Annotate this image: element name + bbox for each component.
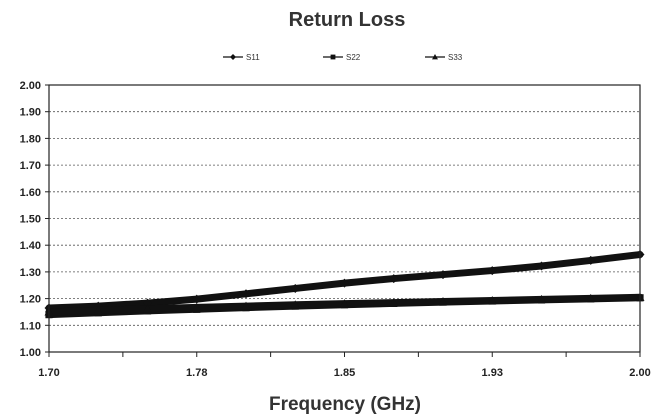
legend-label: S11 bbox=[246, 53, 260, 62]
x-tick-label: 1.70 bbox=[38, 367, 59, 379]
gridlines bbox=[49, 111, 640, 326]
data-point-marker bbox=[93, 305, 103, 314]
data-point-marker bbox=[192, 302, 202, 312]
legend: S11 S22 S33 bbox=[223, 53, 463, 62]
series-lines bbox=[44, 250, 645, 319]
plot-area-frame bbox=[48, 84, 641, 353]
data-point-marker bbox=[241, 301, 251, 310]
data-point-marker bbox=[389, 274, 399, 284]
data-point-marker bbox=[290, 283, 300, 293]
legend-label: S33 bbox=[448, 53, 463, 62]
y-tick-label: 1.00 bbox=[20, 347, 41, 359]
series-s33 bbox=[44, 292, 645, 316]
data-point-marker bbox=[586, 255, 596, 265]
y-tick-label: 1.70 bbox=[20, 160, 41, 172]
data-point-marker bbox=[487, 295, 497, 305]
y-tick-label: 1.90 bbox=[20, 107, 41, 119]
x-axis-label: Frequency (GHz) bbox=[269, 394, 421, 415]
data-point-marker bbox=[143, 304, 152, 313]
y-tick-label: 1.30 bbox=[20, 267, 41, 279]
x-tick-label: 1.78 bbox=[186, 367, 207, 379]
data-point-marker bbox=[537, 261, 546, 271]
y-tick-label: 1.60 bbox=[20, 187, 41, 199]
data-point-marker bbox=[438, 270, 448, 280]
series-s11 bbox=[44, 250, 645, 313]
legend-marker-triangle bbox=[432, 54, 438, 60]
data-point-marker bbox=[340, 299, 349, 308]
data-point-marker bbox=[537, 294, 546, 304]
legend-marker-square bbox=[330, 54, 336, 60]
y-tick-label: 2.00 bbox=[20, 80, 41, 92]
x-tick-label: 2.00 bbox=[629, 367, 650, 379]
data-point-marker bbox=[241, 289, 251, 299]
legend-label: S22 bbox=[346, 53, 361, 62]
y-tick-label: 1.50 bbox=[20, 214, 41, 226]
y-tick-label: 1.20 bbox=[20, 294, 41, 306]
data-point-marker bbox=[586, 293, 596, 302]
y-tick-label: 1.10 bbox=[20, 320, 41, 332]
x-axis-ticks: 1.70 1.78 1.85 1.93 2.00 bbox=[38, 352, 651, 379]
x-tick-label: 1.93 bbox=[482, 367, 503, 379]
data-point-marker bbox=[340, 278, 349, 288]
chart-title: Return Loss bbox=[289, 9, 406, 31]
data-point-marker bbox=[487, 266, 497, 276]
y-tick-label: 1.40 bbox=[20, 240, 41, 252]
data-point-marker bbox=[438, 297, 448, 306]
x-tick-label: 1.85 bbox=[334, 367, 355, 379]
data-point-marker bbox=[389, 298, 399, 307]
y-tick-label: 1.80 bbox=[20, 133, 41, 145]
y-axis-ticks: 2.00 1.90 1.80 1.70 1.60 1.50 1.40 1.30 1.20 1.10… bbox=[20, 80, 49, 359]
data-point-marker bbox=[192, 294, 202, 304]
data-point-marker bbox=[290, 300, 300, 309]
legend-marker-diamond bbox=[230, 54, 236, 60]
